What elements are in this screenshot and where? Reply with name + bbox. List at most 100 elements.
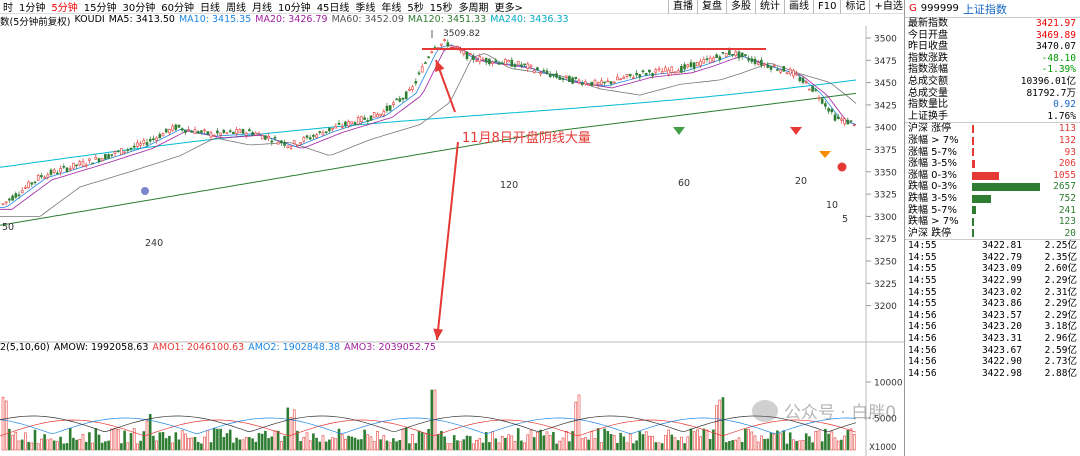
arrow-down-head — [433, 328, 444, 340]
tick-volume: 2.29亿 — [1044, 298, 1077, 310]
candle-body — [571, 77, 574, 84]
period-tab-12[interactable]: 年线 — [381, 3, 402, 14]
volume-bar — [824, 428, 827, 451]
ma60-value: MA60: 3452.09 — [331, 14, 404, 25]
volume-bar — [334, 438, 338, 451]
candle-body — [555, 73, 558, 78]
period-tab-16[interactable]: 更多> — [494, 3, 523, 14]
kline-chart[interactable]: 3500 3475 3450 3425 3400 3375 3350 3325 3300 3275… — [0, 26, 904, 456]
candle-body — [843, 118, 846, 125]
candle-body — [401, 97, 405, 100]
period-tab-15[interactable]: 多周期 — [458, 3, 489, 14]
candle-body — [305, 135, 309, 138]
candle-body — [516, 61, 520, 66]
price-pane[interactable] — [0, 26, 866, 342]
toolbar-button-4[interactable]: 画线 — [784, 0, 813, 14]
candle-body — [283, 141, 286, 146]
volume-bar — [408, 443, 411, 451]
tick-time: 14:55 — [908, 286, 937, 298]
breadth-bar — [972, 136, 1040, 145]
period-tab-10[interactable]: 45日线 — [316, 3, 350, 14]
volume-bar — [801, 439, 805, 451]
price-tick-label: 3400 — [874, 124, 897, 134]
candle-body — [168, 129, 171, 134]
candle-body — [376, 114, 379, 118]
quote-panel: G 999999 上证指数 最新指数 3421.97 今日开盘 3469.89 昨日收盘… — [904, 0, 1080, 456]
volume-bar — [635, 440, 638, 451]
toolbar-button-3[interactable]: 统计 — [755, 0, 784, 14]
volume-bar — [142, 431, 146, 451]
toolbar-button-7[interactable]: +自选 — [869, 0, 906, 14]
breadth-value: 20 — [1064, 227, 1076, 239]
volume-bar — [372, 441, 376, 451]
toolbar-button-5[interactable]: F10 — [813, 0, 840, 14]
toolbar-button-0[interactable]: 直播 — [668, 0, 697, 14]
candle-body — [561, 78, 565, 80]
candle-body — [507, 60, 510, 63]
volume-bar — [241, 439, 245, 451]
candle-body — [97, 158, 101, 163]
volume-bar — [129, 433, 133, 451]
breadth-bar — [972, 206, 1040, 215]
quote-row: 总成交量 81792.7万 — [905, 88, 1080, 100]
volume-bar — [500, 436, 504, 451]
volume-bar — [235, 437, 238, 451]
tick-volume: 2.59亿 — [1044, 344, 1077, 356]
candle-body — [324, 131, 328, 133]
candle-body — [817, 97, 821, 100]
candle-body — [744, 54, 747, 56]
tick-row: 14:55 3422.81 2.25亿 — [905, 240, 1080, 252]
stock-name[interactable]: 上证指数 — [962, 2, 1007, 16]
volume-bar — [248, 437, 251, 451]
bar-count-label: 10 — [826, 200, 838, 211]
volume-bar — [616, 442, 619, 451]
candle-body — [827, 108, 830, 112]
price-tick-label: 3450 — [874, 79, 897, 89]
tick-price: 3422.99 — [981, 275, 1022, 287]
quote-header: G 999999 上证指数 — [905, 0, 1080, 18]
quote-label: 昨日收盘 — [908, 41, 948, 53]
candle-body — [129, 147, 133, 150]
breadth-row: 沪深 跌停 20 — [905, 228, 1080, 240]
period-tab-14[interactable]: 15秒 — [429, 3, 453, 14]
volume-bar — [46, 439, 50, 451]
candle-body — [353, 122, 357, 125]
period-tab-2[interactable]: 5分钟 — [51, 3, 78, 14]
period-tab-9[interactable]: 10分钟 — [277, 3, 311, 14]
period-tab-6[interactable]: 日线 — [199, 3, 220, 14]
candle-body — [852, 124, 856, 127]
period-tab-5[interactable]: 60分钟 — [161, 3, 194, 14]
toolbar-button-1[interactable]: 复盘 — [697, 0, 726, 14]
candle-body — [4, 201, 8, 204]
period-tab-4[interactable]: 30分钟 — [122, 3, 156, 14]
candle-body — [11, 195, 14, 201]
candle-body — [782, 66, 786, 72]
volume-bar — [846, 430, 850, 451]
toolbar-button-2[interactable]: 多股 — [726, 0, 755, 14]
ma10-value: MA10: 3415.35 — [178, 14, 252, 25]
period-tab-13[interactable]: 5秒 — [407, 3, 424, 14]
volume-bar — [56, 441, 59, 451]
bar-count-label: 60 — [678, 178, 690, 189]
volume-bar — [676, 440, 680, 451]
candle-body — [772, 65, 776, 67]
period-tab-3[interactable]: 15分钟 — [83, 3, 117, 14]
volume-bar — [366, 434, 370, 451]
candle-body — [465, 51, 469, 60]
candle-body — [388, 105, 392, 111]
candle-body — [385, 105, 389, 112]
candle-body — [216, 130, 219, 134]
volume-bar — [331, 437, 334, 451]
toolbar-button-6[interactable]: 标记 — [840, 0, 869, 14]
candle-body — [651, 73, 654, 77]
period-tab-1[interactable]: 1分钟 — [19, 3, 46, 14]
price-tick-label: 3300 — [874, 213, 897, 223]
period-tab-11[interactable]: 季线 — [355, 3, 376, 14]
breadth-value: 206 — [1058, 158, 1076, 170]
breadth-row: 涨幅 > 7% 132 — [905, 135, 1080, 147]
candle-body — [321, 132, 325, 136]
period-tab-7[interactable]: 周线 — [225, 3, 246, 14]
period-tab-8[interactable]: 月线 — [251, 3, 272, 14]
volume-bar — [488, 442, 491, 451]
period-tab-0[interactable]: 时 — [3, 3, 13, 14]
